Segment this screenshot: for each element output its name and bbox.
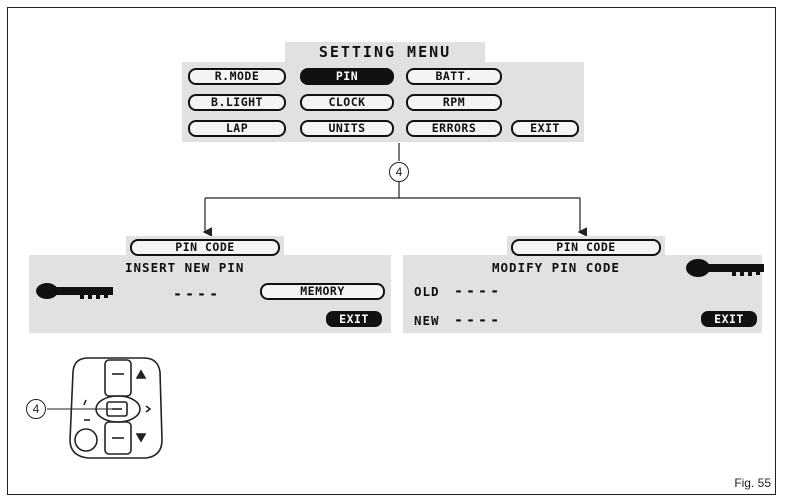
- new-pin-input-modify[interactable]: ----: [454, 311, 503, 329]
- menu-button-pin[interactable]: PIN: [300, 68, 394, 85]
- menu-button-clock[interactable]: CLOCK: [300, 94, 394, 111]
- modify-pin-heading: MODIFY PIN CODE: [492, 260, 620, 275]
- key-icon: [36, 283, 113, 299]
- modify-exit-button[interactable]: EXIT: [701, 311, 757, 327]
- switch-callout-4: 4: [26, 399, 46, 419]
- handlebar-switch-illustration: [69, 357, 163, 459]
- figure-frame: [7, 7, 776, 495]
- menu-button-batt[interactable]: BATT.: [406, 68, 502, 85]
- modify-pin-title: PIN CODE: [511, 239, 661, 256]
- memory-button[interactable]: MEMORY: [260, 283, 385, 300]
- setting-menu-title: SETTING MENU: [318, 43, 452, 61]
- menu-button-b-light[interactable]: B.LIGHT: [188, 94, 286, 111]
- new-pin-label: NEW: [414, 313, 440, 328]
- menu-button-errors[interactable]: ERRORS: [406, 120, 502, 137]
- new-pin-input[interactable]: ----: [173, 285, 222, 303]
- menu-button-units[interactable]: UNITS: [300, 120, 394, 137]
- old-pin-label: OLD: [414, 284, 440, 299]
- insert-pin-title: PIN CODE: [130, 239, 280, 256]
- figure-label: Fig. 55: [734, 476, 771, 490]
- menu-button-lap[interactable]: LAP: [188, 120, 286, 137]
- insert-pin-heading: INSERT NEW PIN: [125, 260, 245, 275]
- old-pin-input[interactable]: ----: [454, 282, 503, 300]
- menu-button-exit[interactable]: EXIT: [511, 120, 579, 137]
- callout-4: 4: [389, 162, 409, 182]
- key-icon: [686, 259, 764, 277]
- menu-button-r-mode[interactable]: R.MODE: [188, 68, 286, 85]
- setting-menu-title-bg: [285, 42, 485, 64]
- insert-exit-button[interactable]: EXIT: [326, 311, 382, 327]
- menu-button-rpm[interactable]: RPM: [406, 94, 502, 111]
